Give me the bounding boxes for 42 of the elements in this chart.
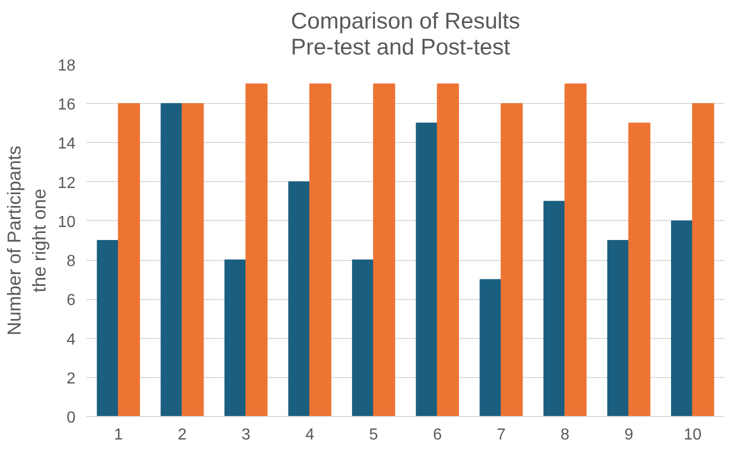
bar	[246, 84, 268, 416]
bar	[607, 240, 630, 416]
chart-title: Comparison of Results Pre-test and Post-test	[290, 8, 520, 60]
y-tick-label: 6	[66, 292, 76, 310]
x-tick-label: 2	[178, 426, 187, 444]
bar	[96, 240, 119, 416]
bar	[373, 84, 396, 416]
bar	[288, 181, 310, 416]
bar	[160, 103, 183, 416]
x-tick-label: 5	[369, 426, 378, 444]
x-tick-label: 7	[496, 426, 506, 444]
y-tick-label: 18	[58, 58, 76, 74]
x-tick-label: 8	[560, 426, 570, 444]
bar	[309, 84, 332, 416]
bar	[352, 260, 374, 416]
x-tick-label: 10	[684, 426, 702, 444]
bar	[416, 122, 438, 416]
y-tick-label: 12	[58, 174, 76, 192]
bar	[224, 260, 246, 416]
x-tick-label: 3	[242, 426, 251, 444]
bar	[564, 84, 587, 416]
bar	[436, 84, 459, 416]
x-tick-label: 1	[114, 426, 123, 444]
y-tick-label: 10	[58, 214, 76, 231]
bar	[118, 103, 140, 416]
bar	[480, 279, 502, 416]
bar	[692, 103, 714, 416]
y-tick-label: 4	[66, 331, 76, 348]
y-tick-label: 16	[58, 96, 76, 114]
bar	[500, 103, 523, 416]
y-tick-label: 14	[58, 136, 76, 153]
bar	[671, 220, 694, 416]
x-tick-label: 9	[624, 426, 634, 444]
x-tick-label: 6	[432, 426, 442, 444]
y-tick-label: 8	[66, 253, 76, 270]
bar	[543, 200, 566, 416]
y-axis-title: Number of Participants the right one	[4, 146, 50, 336]
y-tick-label: 2	[66, 370, 76, 388]
bar	[628, 122, 650, 416]
bar	[182, 103, 204, 416]
x-tick-label: 4	[305, 426, 314, 444]
y-tick-label: 0	[66, 410, 76, 426]
